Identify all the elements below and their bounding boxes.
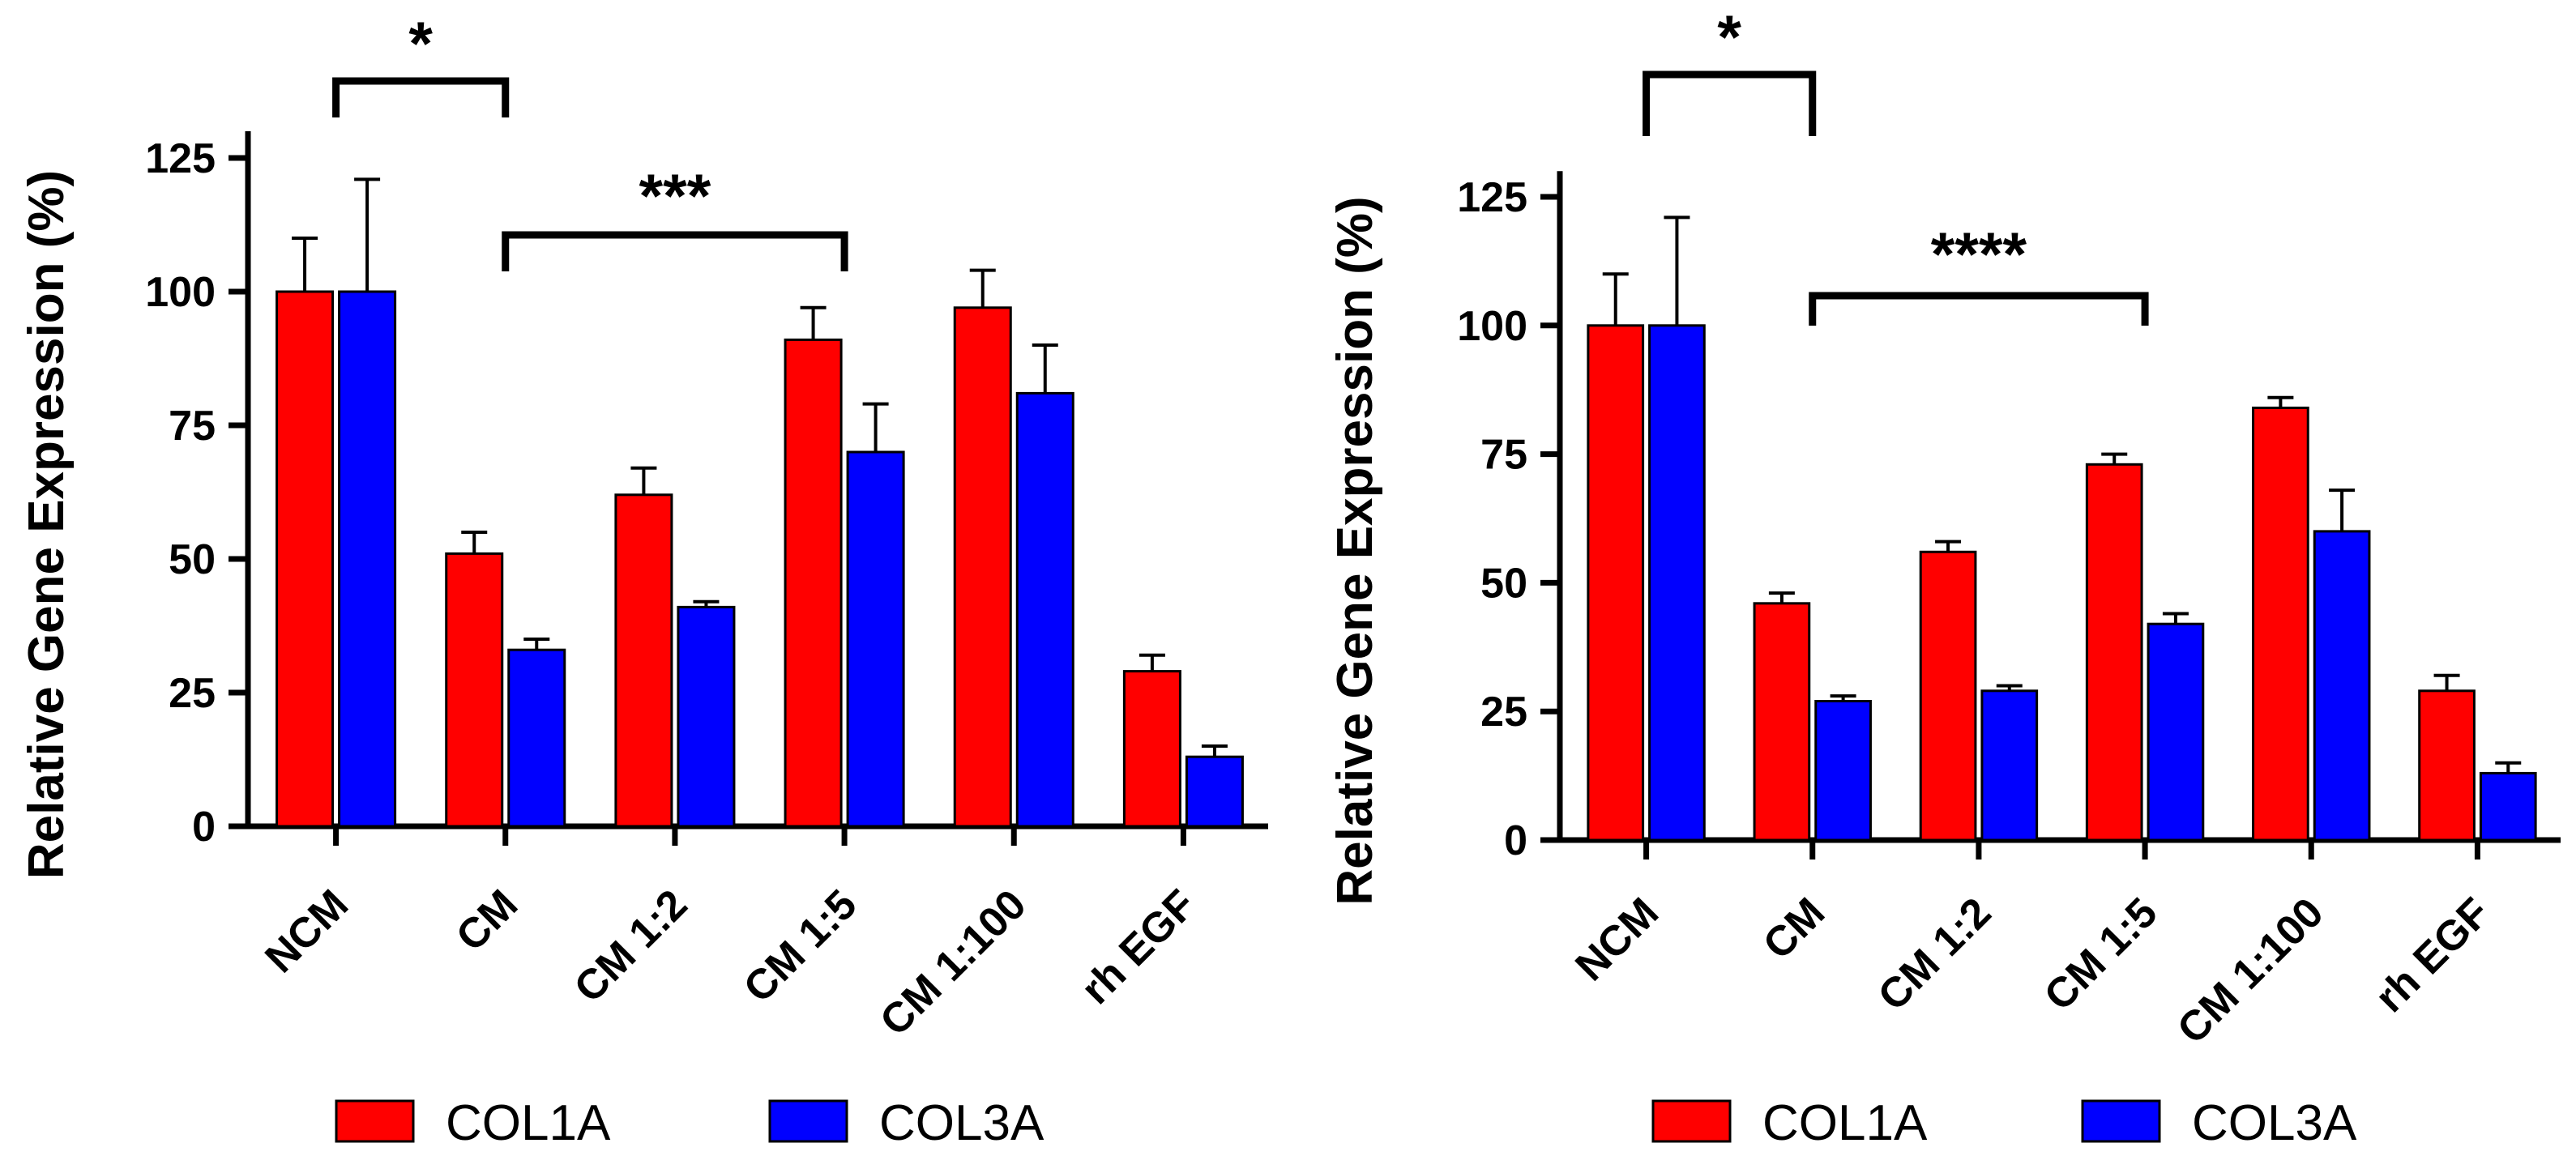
y-tick-label: 100 (145, 269, 216, 316)
bar-col1a-ncm (1587, 324, 1645, 842)
x-tick-label: CM (1754, 889, 1834, 968)
y-axis-label: Relative Gene Expression (%) (19, 170, 75, 879)
x-tick-label: rh EGF (2366, 889, 2499, 1022)
legend-swatch-col1a (1651, 1099, 1732, 1143)
x-tick-label: CM 1:2 (566, 881, 697, 1012)
chart-panel-right: 0 25 50 75 100 125 Relative Gene Expression (%… (1327, 3, 2561, 1151)
significance-label: * (1717, 3, 1741, 72)
legend-swatch-col3a (2081, 1099, 2161, 1143)
legend-label-col3a: COL3A (879, 1095, 1044, 1151)
bar-col3a-rh-egf (1185, 755, 1244, 828)
x-tick-label: CM (447, 881, 527, 960)
legend-label-col1a: COL1A (446, 1095, 611, 1151)
x-tick-label: rh EGF (1072, 881, 1205, 1013)
bar-col1a-cm-1-100 (953, 306, 1012, 828)
bar-col3a-cm-1-100 (1015, 391, 1074, 828)
x-tick-label: CM 1:100 (871, 881, 1035, 1044)
bar-col1a-rh-egf (2418, 689, 2476, 842)
x-tick-label: CM 1:2 (1869, 889, 2001, 1020)
bar-col1a-rh-egf (1122, 670, 1181, 828)
y-axis-label: Relative Gene Expression (%) (1327, 196, 1383, 905)
y-tick-label: 0 (1504, 817, 1527, 864)
bar-col1a-cm-1-100 (2252, 406, 2309, 842)
x-tick-label: CM 1:100 (2168, 889, 2332, 1052)
x-tick-label: CM 1:5 (735, 881, 866, 1012)
significance-bracket (1643, 70, 1817, 136)
bar-col1a-cm (1753, 602, 1811, 842)
significance-label: *** (639, 162, 711, 231)
y-tick-label: 50 (1480, 560, 1527, 607)
y-tick-label: 0 (192, 804, 216, 851)
y-tick-label: 125 (145, 135, 216, 182)
legend-label-col1a: COL1A (1762, 1095, 1928, 1151)
bar-col1a-cm-1-2 (614, 493, 673, 828)
x-tick-label: CM 1:5 (2036, 889, 2167, 1020)
bar-col3a-cm-1-2 (677, 605, 736, 828)
bar-col3a-rh-egf (2479, 771, 2537, 842)
bar-col1a-ncm (276, 290, 335, 828)
y-tick-label: 100 (1457, 303, 1527, 350)
y-tick-label: 75 (169, 403, 216, 450)
bar-col3a-ncm (338, 290, 397, 828)
bar-col1a-cm (445, 552, 504, 828)
x-tick-label: NCM (1566, 889, 1668, 990)
chart-panel-left: 0 25 50 75 100 125 Relative Gene Expression (%… (19, 10, 1268, 1151)
significance-label: **** (1931, 220, 2027, 289)
legend-label-col3a: COL3A (2192, 1095, 2357, 1151)
significance-label: * (408, 10, 433, 79)
y-tick-label: 50 (169, 536, 216, 583)
y-tick-label: 25 (1480, 689, 1527, 736)
significance-bracket (332, 77, 510, 117)
bar-col3a-ncm (1648, 324, 1706, 842)
significance-bracket (1809, 292, 2149, 326)
x-tick-label: NCM (256, 881, 357, 982)
significance-bracket (502, 231, 848, 271)
y-tick-label: 125 (1457, 174, 1527, 221)
legend-swatch-col1a (335, 1099, 415, 1143)
bar-col1a-cm-1-5 (2085, 463, 2143, 842)
y-tick-label: 25 (169, 670, 216, 717)
y-tick-label: 75 (1480, 432, 1527, 479)
bar-col3a-cm-1-2 (1980, 689, 2039, 842)
bar-col3a-cm-1-5 (2147, 622, 2205, 842)
bar-col3a-cm (507, 648, 566, 828)
bar-col1a-cm-1-2 (1919, 550, 1977, 842)
bar-col3a-cm (1814, 699, 1872, 842)
legend-swatch-col3a (768, 1099, 848, 1143)
bar-col1a-cm-1-5 (784, 338, 843, 828)
bar-col3a-cm-1-100 (2313, 530, 2371, 842)
bar-col3a-cm-1-5 (846, 450, 905, 828)
